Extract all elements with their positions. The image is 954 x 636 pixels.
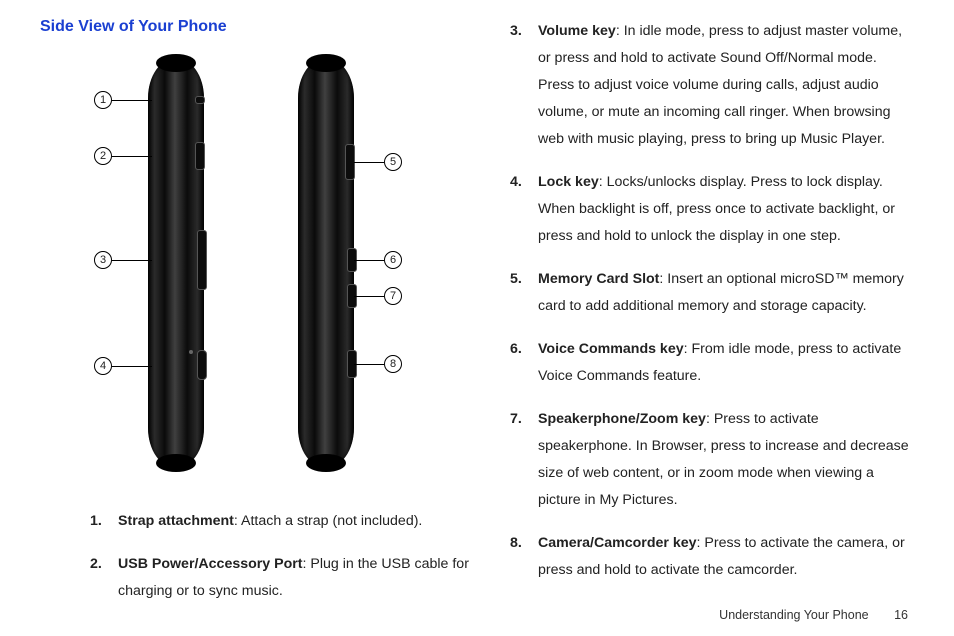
feature-volume-key [197, 230, 207, 290]
item-desc: : In idle mode, press to adjust master v… [538, 23, 902, 147]
list-item: 6. Voice Commands key: From idle mode, p… [538, 336, 914, 390]
left-list: 1. Strap attachment: Attach a strap (not… [90, 508, 470, 605]
callout-3: 3 [94, 251, 152, 269]
callout-5: 5 [354, 153, 402, 171]
item-term: Voice Commands key [538, 341, 684, 357]
list-item: 5. Memory Card Slot: Insert an optional … [538, 266, 914, 320]
callout-marker: 8 [384, 355, 402, 373]
callout-6: 6 [354, 251, 402, 269]
callout-1: 1 [94, 91, 152, 109]
callout-marker: 6 [384, 251, 402, 269]
page-root: Side View of Your Phone 1 2 3 [0, 0, 954, 636]
item-number: 2. [90, 551, 102, 578]
item-term: Camera/Camcorder key [538, 535, 697, 551]
right-list: 3. Volume key: In idle mode, press to ad… [510, 18, 914, 600]
left-list-container: 1. Strap attachment: Attach a strap (not… [40, 508, 470, 621]
callout-marker: 5 [384, 153, 402, 171]
item-term: Lock key [538, 174, 599, 190]
list-item: 1. Strap attachment: Attach a strap (not… [118, 508, 470, 535]
callout-marker: 2 [94, 147, 112, 165]
feature-strap-attachment [195, 96, 205, 104]
footer-section-title: Understanding Your Phone [719, 608, 868, 622]
feature-lock-key [197, 350, 207, 380]
phone-side-right [298, 58, 354, 468]
item-number: 8. [510, 530, 522, 557]
callout-lead [112, 260, 152, 261]
phone-side-left [148, 58, 204, 468]
list-item: 7. Speakerphone/Zoom key: Press to activ… [538, 406, 914, 514]
callout-marker: 3 [94, 251, 112, 269]
footer-page-number: 16 [894, 608, 908, 622]
callout-2: 2 [94, 147, 152, 165]
callout-lead [112, 156, 152, 157]
callout-lead [354, 260, 384, 261]
section-heading: Side View of Your Phone [40, 18, 470, 36]
item-term: Volume key [538, 23, 616, 39]
item-term: Memory Card Slot [538, 271, 659, 287]
list-item: 4. Lock key: Locks/unlocks display. Pres… [538, 169, 914, 250]
callout-4: 4 [94, 357, 152, 375]
callout-7: 7 [354, 287, 402, 305]
callout-lead [354, 364, 384, 365]
left-column: Side View of Your Phone 1 2 3 [40, 18, 470, 626]
item-number: 1. [90, 508, 102, 535]
callout-lead [112, 366, 152, 367]
phone-diagram: 1 2 3 4 5 6 [40, 50, 470, 490]
item-number: 3. [510, 18, 522, 45]
item-term: USB Power/Accessory Port [118, 556, 303, 572]
list-item: 3. Volume key: In idle mode, press to ad… [538, 18, 914, 153]
item-number: 7. [510, 406, 522, 433]
callout-marker: 1 [94, 91, 112, 109]
feature-usb-port [195, 142, 205, 170]
right-column: 3. Volume key: In idle mode, press to ad… [510, 18, 914, 626]
callout-lead [112, 100, 152, 101]
item-desc: : Attach a strap (not included). [234, 513, 422, 529]
item-term: Speakerphone/Zoom key [538, 411, 706, 427]
callout-lead [354, 296, 384, 297]
feature-indicator-dot [189, 350, 193, 354]
callout-marker: 4 [94, 357, 112, 375]
callout-lead [354, 162, 384, 163]
item-term: Strap attachment [118, 513, 234, 529]
item-number: 6. [510, 336, 522, 363]
item-number: 5. [510, 266, 522, 293]
page-footer: Understanding Your Phone 16 [719, 608, 908, 622]
list-item: 8. Camera/Camcorder key: Press to activa… [538, 530, 914, 584]
item-number: 4. [510, 169, 522, 196]
list-item: 2. USB Power/Accessory Port: Plug in the… [118, 551, 470, 605]
callout-marker: 7 [384, 287, 402, 305]
callout-8: 8 [354, 355, 402, 373]
